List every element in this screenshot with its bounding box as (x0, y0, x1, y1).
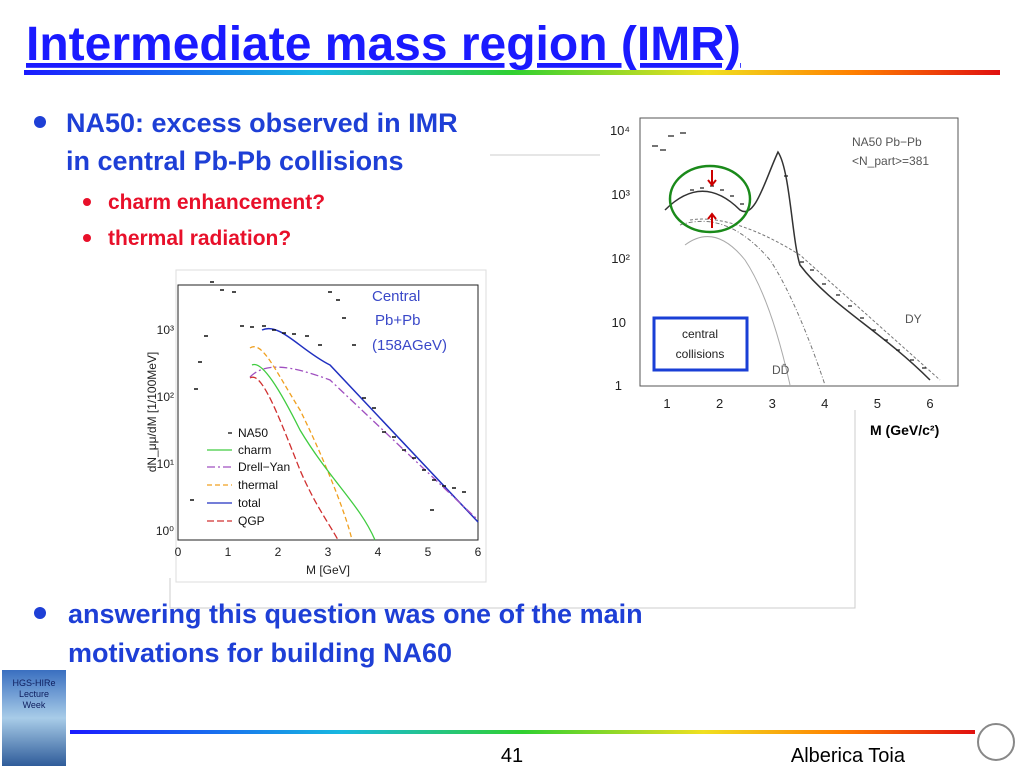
plot-label: DD̄ (772, 363, 790, 377)
logo-text: HGS-HIRe (12, 678, 55, 688)
box-label: collisions (676, 347, 725, 361)
title: Intermediate mass region (IMR) (26, 18, 741, 71)
footer-rule (70, 730, 975, 734)
legend-label: NA50 (238, 426, 268, 440)
x-tick-label: 0 (175, 545, 182, 559)
logo (2, 670, 66, 766)
author: Alberica Toia (791, 745, 906, 767)
plot-label: Pb+Pb (375, 312, 420, 329)
sub-bullet (83, 234, 91, 242)
y-tick-label: 10² (157, 390, 174, 404)
x-label: M (GeV/c²) (870, 422, 939, 438)
sub-bullet-text: charm enhancement? (108, 191, 325, 214)
y-tick-label: 10⁴ (610, 123, 630, 138)
x-tick-label: 3 (769, 396, 776, 411)
plot-label: NA50 Pb−Pb (852, 135, 922, 149)
x-tick-label: 6 (475, 545, 482, 559)
x-tick-label: 1 (225, 545, 232, 559)
legend-label: total (238, 496, 261, 510)
y-tick-label: 10⁰ (156, 524, 174, 538)
y-tick-label: 10² (611, 251, 630, 266)
cern-logo (977, 723, 1015, 761)
x-tick-label: 4 (375, 545, 382, 559)
legend-label: QGP (238, 514, 265, 528)
right-plot: central collisions 10⁴ 10³ 10² 10 1 1 2 3 4… (610, 117, 959, 438)
bullet-text: NA50: excess observed in IMR (66, 108, 458, 138)
plot-label: <N_part>=381 (852, 154, 929, 168)
plot-label: (158AGeV) (372, 337, 447, 354)
y-tick-label: 10 (612, 315, 626, 330)
sub-bullet-text: thermal radiation? (108, 227, 291, 250)
legend-label: thermal (238, 478, 278, 492)
x-tick-label: 2 (275, 545, 282, 559)
connector (169, 410, 856, 609)
bullet-text: answering this question was one of the m… (68, 599, 643, 629)
y-tick-label: 10¹ (157, 457, 174, 471)
logo-text: Week (23, 700, 46, 710)
plot-label: Central (372, 288, 420, 305)
x-tick-label: 3 (325, 545, 332, 559)
sub-bullet (83, 198, 91, 206)
legend-label: charm (238, 443, 271, 457)
y-label: dN_μμ/dM [1/100MeV] (145, 352, 159, 473)
box-label: central (682, 327, 718, 341)
x-tick-label: 4 (821, 396, 828, 411)
x-tick-label: 6 (926, 396, 933, 411)
bullet (34, 607, 46, 619)
bullet (34, 116, 46, 128)
x-tick-label: 5 (874, 396, 881, 411)
bullet-text: motivations for building NA60 (68, 638, 452, 668)
x-tick-label: 2 (716, 396, 723, 411)
left-plot: 10³ 10² 10¹ 10⁰ 0 1 2 3 4 5 6 M [GeV] dN_μμ/dM… (145, 269, 487, 583)
x-tick-label: 1 (663, 396, 670, 411)
y-tick-label: 10³ (611, 187, 630, 202)
plot-label: DY (905, 312, 922, 326)
bullet-text: in central Pb-Pb collisions (66, 146, 404, 176)
page-number: 41 (501, 745, 523, 767)
x-label: M [GeV] (306, 563, 350, 577)
legend-label: Drell−Yan (238, 460, 290, 474)
y-tick-label: 10³ (157, 323, 174, 337)
logo-text: Lecture (19, 689, 49, 699)
y-tick-label: 1 (615, 378, 622, 393)
x-tick-label: 5 (425, 545, 432, 559)
title-rule (24, 70, 1000, 75)
